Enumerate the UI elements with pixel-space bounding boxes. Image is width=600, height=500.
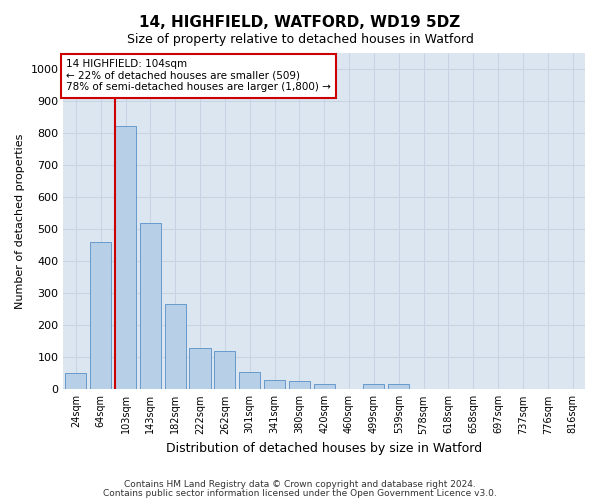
Bar bbox=[164, 304, 186, 390]
Text: Contains HM Land Registry data © Crown copyright and database right 2024.: Contains HM Land Registry data © Crown c… bbox=[124, 480, 476, 489]
Text: Size of property relative to detached houses in Watford: Size of property relative to detached ho… bbox=[127, 32, 473, 46]
Bar bbox=[264, 380, 285, 390]
Bar bbox=[90, 242, 111, 390]
Bar bbox=[289, 382, 310, 390]
Bar bbox=[214, 351, 235, 390]
Bar bbox=[314, 384, 335, 390]
Y-axis label: Number of detached properties: Number of detached properties bbox=[15, 133, 25, 308]
Bar bbox=[388, 384, 409, 390]
Text: 14, HIGHFIELD, WATFORD, WD19 5DZ: 14, HIGHFIELD, WATFORD, WD19 5DZ bbox=[139, 15, 461, 30]
Bar bbox=[190, 348, 211, 390]
Bar bbox=[140, 222, 161, 390]
Text: 14 HIGHFIELD: 104sqm
← 22% of detached houses are smaller (509)
78% of semi-deta: 14 HIGHFIELD: 104sqm ← 22% of detached h… bbox=[66, 59, 331, 92]
Bar bbox=[239, 372, 260, 390]
Bar bbox=[364, 384, 385, 390]
X-axis label: Distribution of detached houses by size in Watford: Distribution of detached houses by size … bbox=[166, 442, 482, 455]
Text: Contains public sector information licensed under the Open Government Licence v3: Contains public sector information licen… bbox=[103, 488, 497, 498]
Bar bbox=[65, 374, 86, 390]
Bar bbox=[115, 126, 136, 390]
